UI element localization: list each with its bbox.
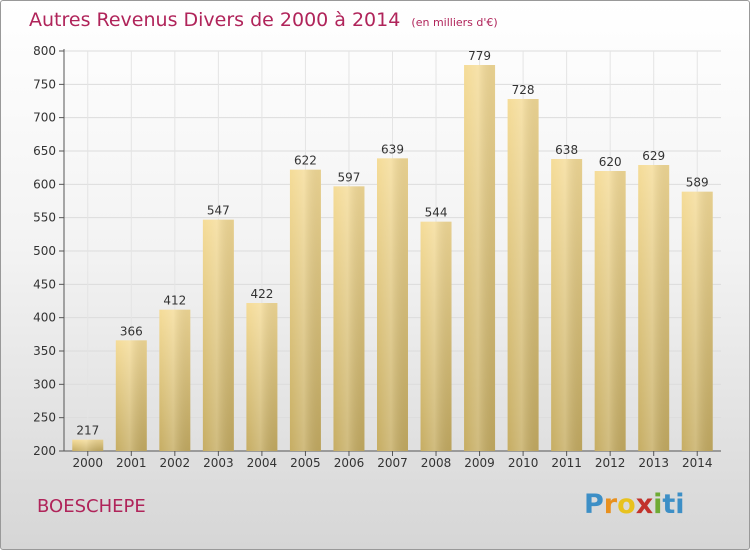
logo-letter: ti [662, 489, 685, 520]
bar-sheen [202, 219, 234, 451]
bar-value-label: 779 [468, 49, 491, 63]
logo-letter: P [584, 489, 604, 520]
chart-title: Autres Revenus Divers de 2000 à 2014 [29, 9, 401, 31]
bar-value-label: 422 [250, 287, 273, 301]
bar-sheen [420, 221, 452, 451]
bar-value-label: 217 [76, 424, 99, 438]
bar-value-label: 597 [338, 170, 361, 184]
x-tick-label: 2005 [290, 456, 321, 470]
bar-sheen [333, 186, 365, 452]
bar-sheen [289, 169, 321, 451]
x-tick-label: 2009 [464, 456, 495, 470]
bar-value-label: 620 [599, 155, 622, 169]
axes: 200 250 300 350 400 450 500 550 600 650 700 750 800 2… [33, 44, 721, 470]
y-tick-label: 550 [33, 211, 56, 225]
y-tick-label: 200 [33, 444, 56, 458]
x-tick-label: 2006 [334, 456, 365, 470]
bar-value-label: 412 [163, 294, 186, 308]
x-tick-label: 2011 [551, 456, 582, 470]
y-tick-label: 750 [33, 77, 56, 91]
bar-sheen [72, 439, 104, 451]
bar-value-label: 629 [642, 149, 665, 163]
logo-letter: o [617, 489, 636, 520]
bar-sheen [246, 303, 278, 451]
value-labels: 217 366 412 547 422 622 597 639 544 779 728 638 620 6… [76, 49, 708, 438]
bar-value-label: 544 [425, 206, 448, 220]
bar-sheen [551, 159, 583, 451]
bar-value-label: 638 [555, 143, 578, 157]
y-tick-label: 500 [33, 244, 56, 258]
bar-value-label: 639 [381, 142, 404, 156]
y-tick-label: 250 [33, 411, 56, 425]
x-tick-label: 2002 [160, 456, 191, 470]
commune-name: BOESCHEPE [37, 496, 146, 517]
bar-value-label: 622 [294, 154, 317, 168]
chart-title-group: Autres Revenus Divers de 2000 à 2014 (en… [29, 9, 498, 31]
bar-sheen [159, 309, 191, 451]
y-tick-label: 400 [33, 311, 56, 325]
chart-subtitle: (en milliers d'€) [411, 16, 498, 29]
x-tick-label: 2003 [203, 456, 234, 470]
bar-value-label: 547 [207, 204, 230, 218]
bar-sheen [507, 99, 539, 451]
bar-sheen [681, 191, 713, 451]
y-tick-label: 350 [33, 344, 56, 358]
y-tick-label: 450 [33, 277, 56, 291]
bar-sheen [377, 158, 408, 452]
y-tick-label: 800 [33, 44, 56, 58]
bar-value-label: 589 [686, 176, 709, 190]
x-tick-label: 2008 [421, 456, 452, 470]
logo-letter: r [603, 489, 618, 520]
y-tick-label: 300 [33, 377, 56, 391]
x-tick-label: 2013 [638, 456, 669, 470]
y-tick-label: 600 [33, 177, 56, 191]
y-tick-label: 650 [33, 144, 56, 158]
y-tick-label: 700 [33, 111, 56, 125]
x-tick-label: 2007 [377, 456, 408, 470]
bar-sheen [594, 171, 626, 451]
x-tick-label: 2000 [72, 456, 103, 470]
x-tick-label: 2010 [508, 456, 539, 470]
bar-value-label: 728 [512, 83, 535, 97]
bar-sheen [638, 165, 670, 451]
logo-letter: i [653, 489, 663, 520]
x-tick-label: 2004 [247, 456, 278, 470]
x-tick-label: 2001 [116, 456, 147, 470]
logo-letter: x [635, 489, 654, 520]
bar-value-label: 366 [120, 324, 143, 338]
x-tick-label: 2014 [682, 456, 713, 470]
bars [72, 65, 713, 452]
bar-sheen [115, 340, 147, 451]
proxiti-logo: Proxiti [584, 489, 685, 520]
x-tick-label: 2012 [595, 456, 626, 470]
bar-sheen [464, 65, 496, 451]
